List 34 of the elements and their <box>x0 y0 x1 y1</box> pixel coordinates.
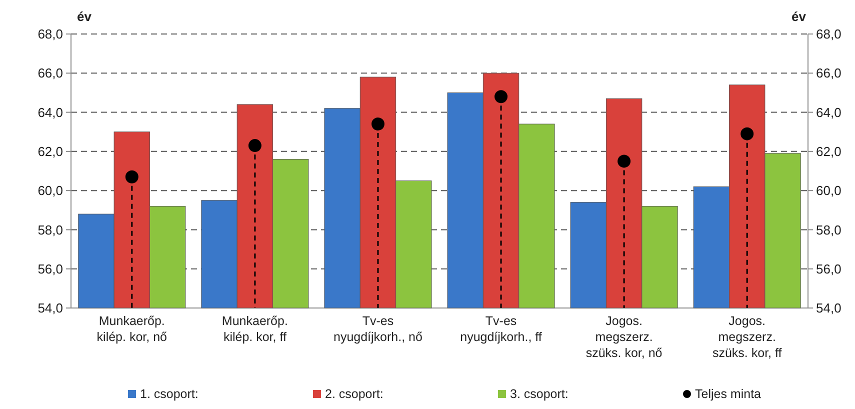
legend-label: 1. csoport: <box>140 387 198 401</box>
legend-label: Teljes minta <box>695 387 762 401</box>
point <box>371 118 384 131</box>
point <box>618 154 631 168</box>
x-tick-label: Tv-es nyugdíjkorh., nő <box>334 314 422 344</box>
x-tick-label: Jogos. megszerz. szüks. kor, ff <box>712 314 782 360</box>
legend-label: 2. csoport: <box>325 387 384 401</box>
y-tick-label: 58,0 <box>38 222 63 238</box>
y-tick-label: 60,0 <box>38 183 63 198</box>
y2-tick-label: 62,0 <box>816 144 842 159</box>
y-tick-label: 64,0 <box>38 104 63 120</box>
y-tick-label: 56,0 <box>38 261 63 276</box>
y2-tick-label: 64,0 <box>816 104 842 120</box>
y2-axis-title: év <box>792 9 807 24</box>
y2-tick-label: 60,0 <box>816 183 842 198</box>
point <box>740 127 754 140</box>
x-tick-label: Tv-es nyugdíjkorh., ff <box>460 314 542 344</box>
x-tick-label: Jogos. megszerz. szüks. kor, nő <box>586 314 662 360</box>
y-tick-label: 62,0 <box>38 144 63 159</box>
legend-label: 3. csoport: <box>510 387 568 401</box>
y2-tick-label: 58,0 <box>816 222 842 238</box>
y-axis-title: év <box>77 9 92 24</box>
y2-tick-label: 56,0 <box>816 261 842 276</box>
y-tick-label: 54,0 <box>38 300 63 316</box>
point <box>494 90 508 104</box>
y2-tick-label: 68,0 <box>816 26 842 42</box>
point <box>248 139 262 152</box>
x-tick-label: Munkaerőp. kilép. kor, ff <box>222 314 288 344</box>
point <box>125 170 138 184</box>
y2-tick-label: 66,0 <box>816 66 842 81</box>
y-tick-label: 66,0 <box>38 66 63 81</box>
y-tick-label: 68,0 <box>38 26 63 42</box>
y2-tick-label: 54,0 <box>816 300 842 316</box>
x-tick-label: Munkaerőp. kilép. kor, nő <box>96 314 168 344</box>
